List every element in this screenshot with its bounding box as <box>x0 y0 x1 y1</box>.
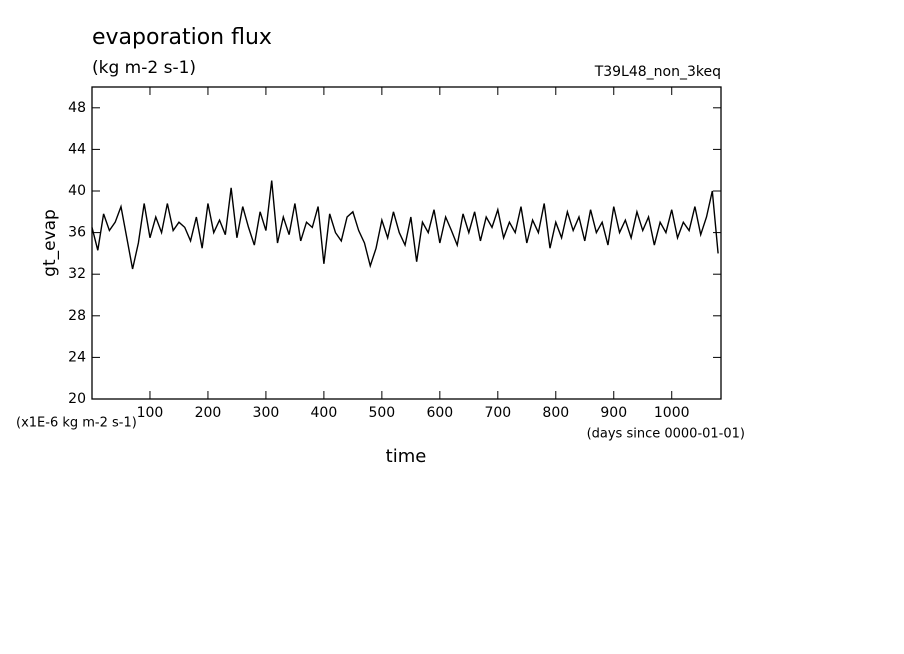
y-units: (x1E-6 kg m-2 s-1) <box>16 416 137 431</box>
data-line <box>91 180 719 270</box>
plot-frame <box>91 86 722 400</box>
x-tick-label: 700 <box>484 405 511 421</box>
x-tick-label: 300 <box>253 405 280 421</box>
y-tick-label: 32 <box>68 266 86 282</box>
annotation: T39L48_non_3keq <box>594 64 721 80</box>
y-tick-label: 24 <box>68 349 86 365</box>
x-units: (days since 0000-01-01) <box>587 427 745 442</box>
x-tick-label: 600 <box>426 405 453 421</box>
y-tick-label: 36 <box>68 225 86 241</box>
y-tick-label: 40 <box>68 183 86 199</box>
x-tick-label: 200 <box>195 405 222 421</box>
x-tick-label: 800 <box>542 405 569 421</box>
x-tick-label: 500 <box>368 405 395 421</box>
x-tick-label: 400 <box>311 405 338 421</box>
chart-title: evaporation flux <box>92 25 272 50</box>
x-tick-label: 1000 <box>654 405 690 421</box>
x-tick-label: 100 <box>137 405 164 421</box>
x-axis-label: time <box>386 446 427 467</box>
x-tick-label: 900 <box>600 405 627 421</box>
y-axis-label: gt_evap <box>40 209 60 277</box>
y-tick-label: 20 <box>68 391 86 407</box>
y-tick-label: 48 <box>68 100 86 116</box>
y-tick-label: 28 <box>68 308 86 324</box>
y-tick-label: 44 <box>68 141 86 157</box>
chart-subtitle: (kg m-2 s-1) <box>92 58 196 78</box>
